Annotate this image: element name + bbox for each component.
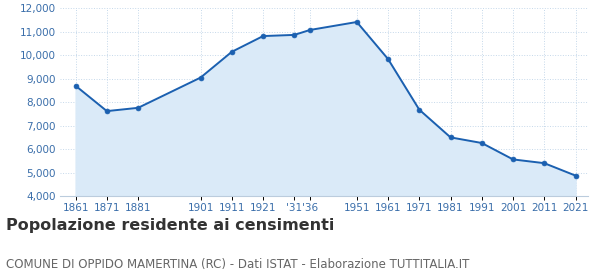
Text: Popolazione residente ai censimenti: Popolazione residente ai censimenti bbox=[6, 218, 334, 234]
Text: COMUNE DI OPPIDO MAMERTINA (RC) - Dati ISTAT - Elaborazione TUTTITALIA.IT: COMUNE DI OPPIDO MAMERTINA (RC) - Dati I… bbox=[6, 258, 469, 270]
